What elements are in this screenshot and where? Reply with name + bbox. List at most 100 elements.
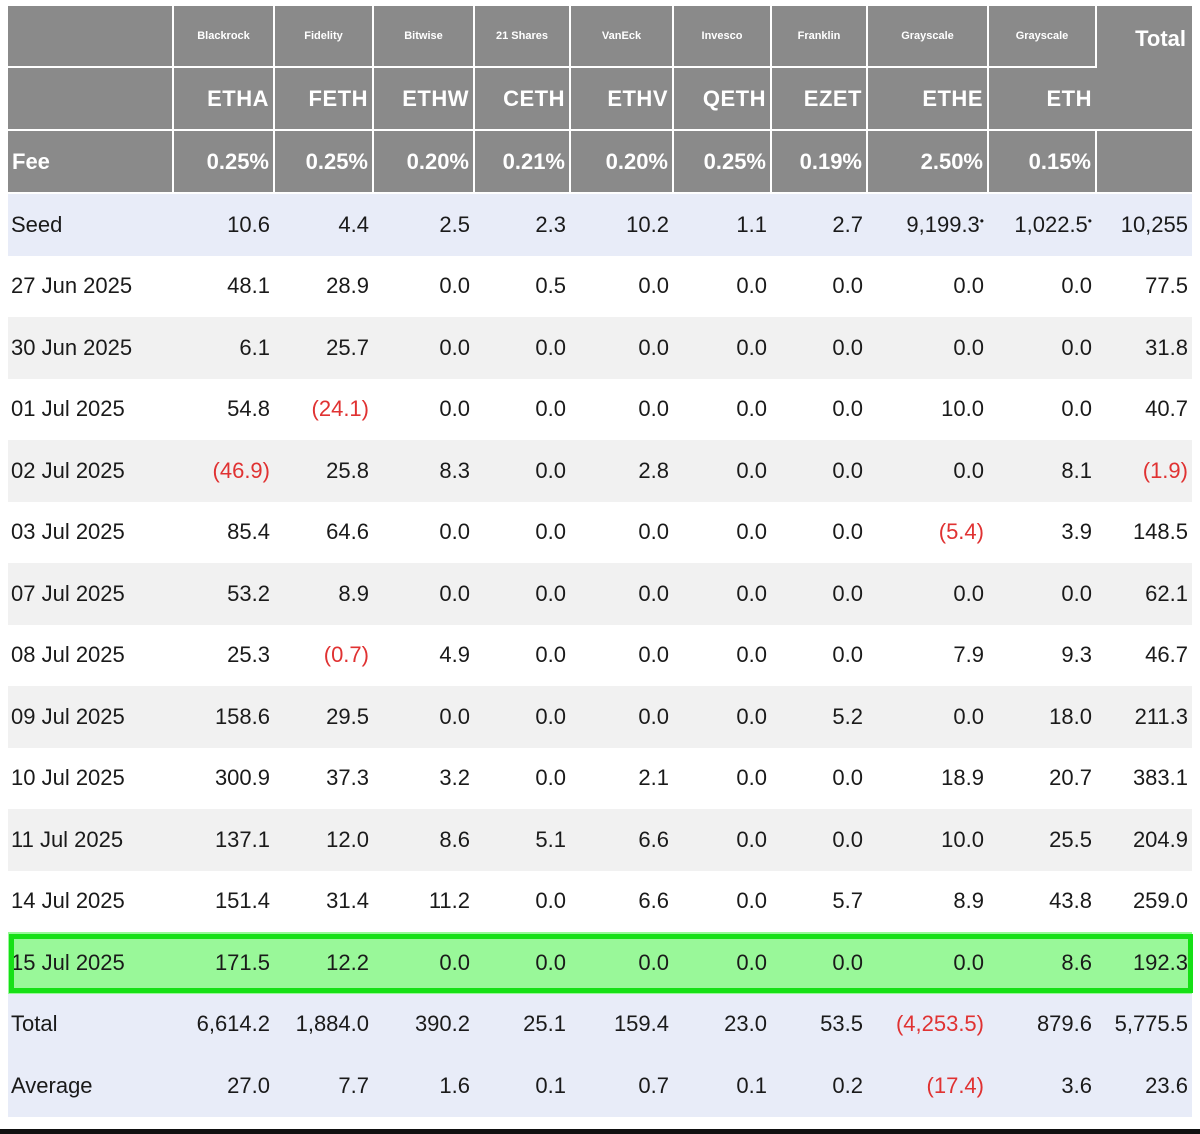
value-cell: 0.0 (867, 317, 988, 379)
value-cell: 5.7 (771, 870, 867, 932)
ticker-header: QETH (673, 67, 772, 131)
value-cell: 7.9 (867, 624, 988, 686)
value-cell: 0.0 (673, 378, 771, 440)
row-label: Average (8, 1055, 173, 1117)
highlighted-date-row: 15 Jul 2025 171.5 12.2 0.0 0.0 0.0 0.0 0.0 0.0 8.… (8, 932, 1192, 994)
table-body: Seed 10.6 4.4 2.5 2.3 10.2 1.1 2.7 9,199… (8, 193, 1192, 1117)
issuer-header: Franklin (771, 6, 868, 68)
value-cell: (24.1) (274, 378, 373, 440)
value-cell: 1,884.0 (274, 993, 373, 1055)
summary-row-total: Total 6,614.2 1,884.0 390.2 25.1 159.4 23.0 53.… (8, 993, 1192, 1055)
row-total-cell: 259.0 (1096, 870, 1192, 932)
value-cell: 0.0 (570, 501, 673, 563)
date-row: 08 Jul 2025 25.3 (0.7) 4.9 0.0 0.0 0.0 0.0 7.9 9.… (8, 624, 1192, 686)
value-cell: 0.0 (771, 255, 867, 317)
value-cell: 151.4 (173, 870, 274, 932)
issuer-header: Invesco (673, 6, 772, 68)
row-total-cell: 204.9 (1096, 809, 1192, 871)
ticker-header: ETHA (173, 67, 275, 131)
date-row: 07 Jul 2025 53.2 8.9 0.0 0.0 0.0 0.0 0.0 0.0 0.0 6… (8, 563, 1192, 625)
row-label: 11 Jul 2025 (8, 809, 173, 871)
value-cell: 48.1 (173, 255, 274, 317)
value-cell: 3.6 (988, 1055, 1096, 1117)
value-cell: 5.1 (474, 809, 570, 871)
issuer-header: Grayscale (867, 6, 989, 68)
value-cell: 0.0 (673, 870, 771, 932)
date-row: 02 Jul 2025 (46.9) 25.8 8.3 0.0 2.8 0.0 0.0 0.0 8… (8, 440, 1192, 502)
seed-value: 9,199.3 (906, 211, 980, 237)
value-cell: 18.0 (988, 686, 1096, 748)
value-cell: 25.7 (274, 317, 373, 379)
row-total-cell: 148.5 (1096, 501, 1192, 563)
seed-cell: 10.6 (173, 193, 274, 256)
date-row: 30 Jun 2025 6.1 25.7 0.0 0.0 0.0 0.0 0.0 0.0 0.0 3… (8, 317, 1192, 379)
summary-row-average: Average 27.0 7.7 1.6 0.1 0.7 0.1 0.2 (17.4) 3.6 23… (8, 1055, 1192, 1117)
value-cell: 0.0 (771, 624, 867, 686)
value-cell: 0.0 (474, 686, 570, 748)
row-label: 01 Jul 2025 (8, 378, 173, 440)
value-cell: 0.0 (771, 932, 867, 994)
value-cell: 0.0 (474, 501, 570, 563)
value-cell: 1.6 (373, 1055, 474, 1117)
date-row: 14 Jul 2025 151.4 31.4 11.2 0.0 6.6 0.0 5.7 8.9 4… (8, 870, 1192, 932)
value-cell: (5.4) (867, 501, 988, 563)
issuer-header: VanEck (570, 6, 674, 68)
date-row: 10 Jul 2025 300.9 37.3 3.2 0.0 2.1 0.0 0.0 18.9 2… (8, 747, 1192, 809)
table-header: Blackrock Fidelity Bitwise 21 Shares Van… (8, 6, 1192, 194)
value-cell: 159.4 (570, 993, 673, 1055)
value-cell: 23.0 (673, 993, 771, 1055)
seed-cell: 4.4 (274, 193, 373, 256)
value-cell: 0.0 (988, 255, 1096, 317)
row-total-cell: (1.9) (1096, 440, 1192, 502)
value-cell: 6,614.2 (173, 993, 274, 1055)
value-cell: 0.1 (474, 1055, 570, 1117)
value-cell: 0.0 (373, 501, 474, 563)
seed-cell: 2.3 (474, 193, 570, 256)
value-cell: 0.0 (988, 378, 1096, 440)
bottom-edge-bar (0, 1129, 1200, 1134)
value-cell: 0.0 (373, 932, 474, 994)
value-cell: 85.4 (173, 501, 274, 563)
seed-label: Seed (8, 193, 173, 256)
issuer-header: Grayscale (988, 6, 1097, 68)
value-cell: 0.0 (474, 378, 570, 440)
fee-row: Fee 0.25% 0.25% 0.20% 0.21% 0.20% 0.25% … (8, 130, 1192, 194)
value-cell: 0.0 (673, 317, 771, 379)
value-cell: 64.6 (274, 501, 373, 563)
value-cell: (46.9) (173, 440, 274, 502)
value-cell: 10.0 (867, 809, 988, 871)
value-cell: 0.0 (867, 932, 988, 994)
etf-flows-table-container: Blackrock Fidelity Bitwise 21 Shares Van… (8, 6, 1192, 1117)
value-cell: 25.3 (173, 624, 274, 686)
value-cell: 0.0 (673, 501, 771, 563)
row-total-cell: 192.3 (1096, 932, 1192, 994)
value-cell: 0.0 (570, 686, 673, 748)
footnote-marker: • (1087, 213, 1092, 228)
value-cell: 0.0 (474, 317, 570, 379)
value-cell: 171.5 (173, 932, 274, 994)
value-cell: 6.6 (570, 809, 673, 871)
value-cell: (17.4) (867, 1055, 988, 1117)
row-total-cell: 211.3 (1096, 686, 1192, 748)
value-cell: 0.0 (570, 255, 673, 317)
row-total-cell: 31.8 (1096, 317, 1192, 379)
value-cell: 0.0 (474, 440, 570, 502)
value-cell: 0.0 (474, 624, 570, 686)
row-label: 03 Jul 2025 (8, 501, 173, 563)
value-cell: 0.2 (771, 1055, 867, 1117)
value-cell: 0.0 (474, 870, 570, 932)
value-cell: 0.0 (570, 932, 673, 994)
row-total-cell: 383.1 (1096, 747, 1192, 809)
value-cell: 0.0 (373, 686, 474, 748)
value-cell: 0.0 (771, 809, 867, 871)
seed-cell: 2.5 (373, 193, 474, 256)
value-cell: 25.5 (988, 809, 1096, 871)
date-row: 11 Jul 2025 137.1 12.0 8.6 5.1 6.6 0.0 0.0 10.0 2… (8, 809, 1192, 871)
value-cell: 43.8 (988, 870, 1096, 932)
seed-row: Seed 10.6 4.4 2.5 2.3 10.2 1.1 2.7 9,199… (8, 193, 1192, 256)
header-corner-cell (8, 6, 174, 68)
value-cell: 0.0 (373, 317, 474, 379)
ticker-header: ETHW (373, 67, 475, 131)
row-label: 07 Jul 2025 (8, 563, 173, 625)
row-total-cell: 46.7 (1096, 624, 1192, 686)
